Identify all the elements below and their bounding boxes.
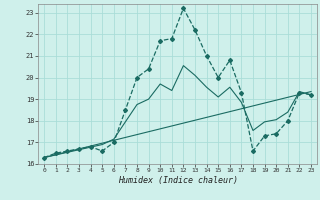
X-axis label: Humidex (Indice chaleur): Humidex (Indice chaleur) — [118, 176, 238, 185]
